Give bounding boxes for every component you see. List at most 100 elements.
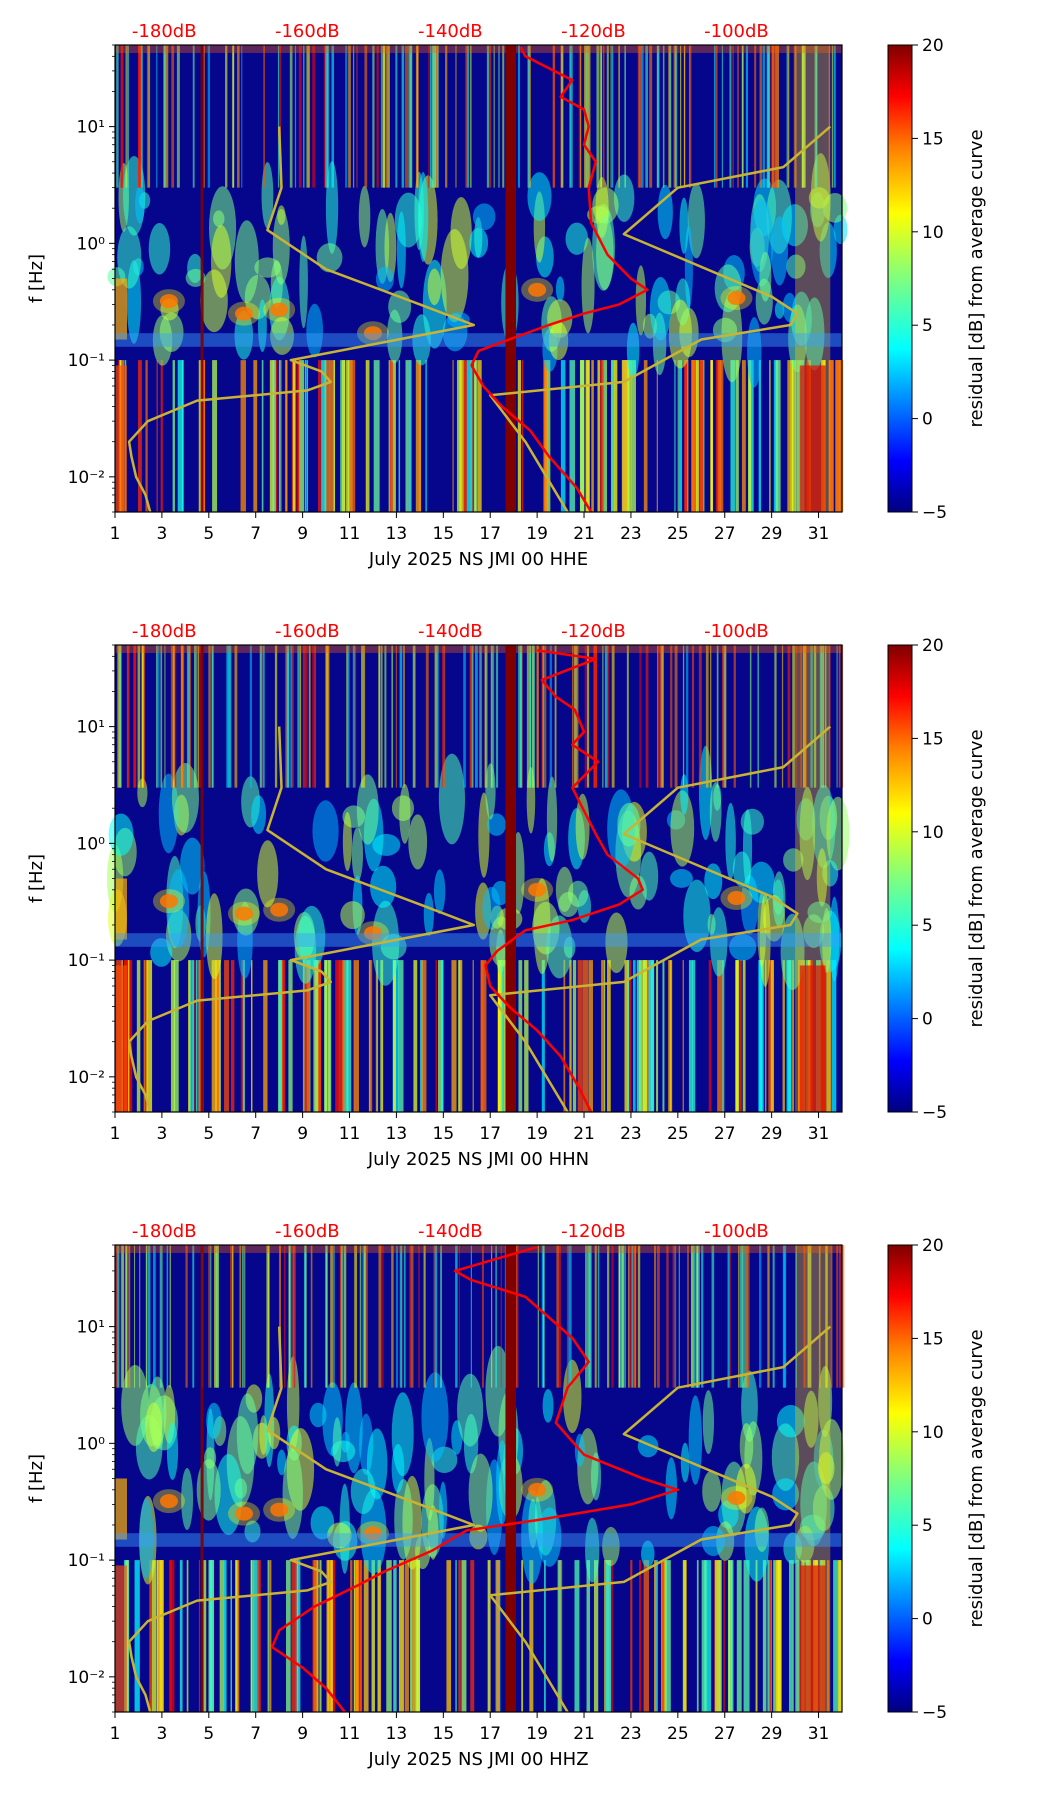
x-tick-label: 21 — [573, 1724, 595, 1744]
y-tick-label: 10¹ — [77, 1318, 105, 1338]
y-axis-label: f [Hz] — [26, 1454, 47, 1503]
data-gap-column — [200, 645, 204, 1112]
db-scale-label: -120dB — [561, 21, 626, 42]
x-tick-label: 7 — [250, 1124, 261, 1144]
y-tick-label: 10⁰ — [77, 234, 106, 254]
x-tick-label: 23 — [620, 1124, 642, 1144]
y-tick-label: 10¹ — [77, 718, 105, 738]
x-tick-label: 21 — [573, 1124, 595, 1144]
x-tick-label: 31 — [808, 524, 830, 544]
colorbar-tick-label: 0 — [922, 1010, 933, 1030]
heatmap-texture — [107, 45, 848, 512]
x-tick-label: 3 — [156, 1124, 167, 1144]
x-tick-label: 1 — [110, 1124, 121, 1144]
colorbar-tick-label: 15 — [922, 129, 944, 149]
x-tick-label: 27 — [714, 1724, 736, 1744]
x-tick-label: 7 — [250, 524, 261, 544]
x-tick-label: 5 — [203, 1724, 214, 1744]
microseism-band — [115, 333, 842, 347]
x-tick-label: 31 — [808, 1124, 830, 1144]
y-tick-label: 10⁻¹ — [68, 1551, 105, 1571]
colorbar-gradient — [887, 644, 913, 1113]
db-scale-label: -180dB — [132, 621, 197, 642]
colorbar-tick-label: 20 — [922, 1236, 944, 1256]
noise-model-curve — [127, 126, 476, 513]
colorbar-label: residual [dB] from average curve — [966, 129, 987, 427]
colorbar-gradient — [887, 1244, 913, 1713]
colorbar-tick-label: 15 — [922, 729, 944, 749]
colorbar-tick-label: 20 — [922, 36, 944, 56]
heatmap-texture — [115, 1245, 845, 1712]
x-tick-label: 7 — [250, 1724, 261, 1744]
x-tick-label: 25 — [667, 1124, 689, 1144]
colorbar-2: 20 15 10 5 0 −5 residual [dB] from average cur… — [887, 636, 987, 1123]
x-tick-label: 31 — [808, 1724, 830, 1744]
colorbar-tick-label: 15 — [922, 1329, 944, 1349]
x-tick-label: 27 — [714, 1124, 736, 1144]
y-axis-label: f [Hz] — [26, 254, 47, 303]
db-scale-label: -120dB — [561, 621, 626, 642]
x-tick-label: 11 — [339, 1124, 361, 1144]
y-tick-label: 10⁻² — [68, 1668, 105, 1688]
noise-model-curve — [127, 1326, 476, 1713]
db-scale-label: -140dB — [418, 21, 483, 42]
x-tick-label: 29 — [761, 1724, 783, 1744]
x-axis-label: July 2025 NS JMI 00 HHN — [367, 1149, 589, 1170]
x-tick-label: 29 — [761, 1124, 783, 1144]
colorbar-label: residual [dB] from average curve — [966, 729, 987, 1027]
y-tick-label: 10⁻² — [68, 1068, 105, 1088]
x-tick-label: 15 — [433, 524, 455, 544]
x-tick-label: 23 — [620, 1724, 642, 1744]
x-tick-label: 23 — [620, 524, 642, 544]
colorbar-tick-label: 10 — [922, 1423, 944, 1443]
x-tick-label: 11 — [339, 1724, 361, 1744]
y-tick-label: 10⁻¹ — [68, 351, 105, 371]
noise-model-curve — [127, 726, 476, 1113]
y-axis-label: f [Hz] — [26, 854, 47, 903]
x-tick-label: 3 — [156, 1724, 167, 1744]
heatmap-background — [115, 645, 842, 1112]
colorbar-tick-label: 5 — [922, 916, 933, 936]
y-tick-label: 10⁻² — [68, 468, 105, 488]
x-tick-label: 5 — [203, 1124, 214, 1144]
x-tick-label: 19 — [526, 1124, 548, 1144]
x-tick-label: 19 — [526, 524, 548, 544]
x-tick-label: 1 — [110, 1724, 121, 1744]
colorbar-tick-label: 0 — [922, 1610, 933, 1630]
x-tick-label: 17 — [479, 524, 501, 544]
x-tick-label: 15 — [433, 1724, 455, 1744]
db-scale-label: -160dB — [275, 1221, 340, 1242]
x-tick-label: 15 — [433, 1124, 455, 1144]
x-tick-label: 25 — [667, 524, 689, 544]
heatmap-texture — [107, 645, 850, 1112]
x-tick-label: 9 — [297, 1724, 308, 1744]
mean-power-curve — [484, 649, 644, 1113]
x-tick-label: 27 — [714, 524, 736, 544]
data-gap-column — [505, 1245, 517, 1712]
x-tick-label: 17 — [479, 1124, 501, 1144]
colorbar-tick-label: 10 — [922, 223, 944, 243]
db-scale-label: -100dB — [704, 621, 769, 642]
microseism-band — [115, 1533, 842, 1547]
x-axis-label: July 2025 NS JMI 00 HHE — [368, 549, 588, 570]
db-scale-label: -140dB — [418, 621, 483, 642]
x-tick-label: 9 — [297, 1124, 308, 1144]
data-gap-column — [200, 1245, 204, 1712]
mean-power-curve — [470, 46, 649, 513]
x-tick-label: 19 — [526, 1724, 548, 1744]
x-tick-label: 11 — [339, 524, 361, 544]
colorbar-tick-label: 10 — [922, 823, 944, 843]
data-gap-column — [505, 645, 517, 1112]
microseism-band — [115, 933, 842, 947]
colorbar-gradient — [887, 44, 913, 513]
x-tick-label: 13 — [386, 1724, 408, 1744]
db-scale-label: -120dB — [561, 1221, 626, 1242]
db-scale-label: -100dB — [704, 21, 769, 42]
x-tick-label: 29 — [761, 524, 783, 544]
colorbar-1: 20 15 10 5 0 −5 residual [dB] from average cur… — [887, 36, 987, 523]
db-scale-label: -140dB — [418, 1221, 483, 1242]
